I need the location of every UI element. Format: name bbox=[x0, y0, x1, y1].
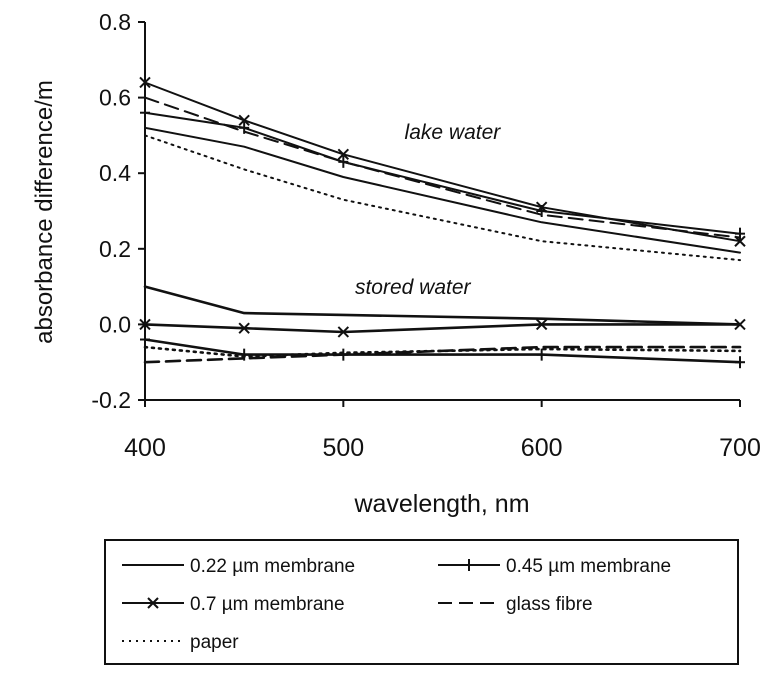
annotation-label: lake water bbox=[405, 121, 502, 144]
data-point-marker bbox=[735, 356, 745, 369]
y-tick-label: 0.8 bbox=[99, 9, 131, 35]
series-stored-water-7 bbox=[139, 318, 746, 338]
data-point-marker-stroke bbox=[238, 114, 250, 126]
legend-item: paper bbox=[122, 632, 239, 653]
series-line bbox=[143, 323, 742, 334]
legend-label: paper bbox=[190, 632, 239, 653]
series-line bbox=[144, 126, 741, 254]
series-stored-water-8 bbox=[143, 345, 742, 364]
series-layer bbox=[139, 76, 746, 369]
series-line bbox=[144, 134, 741, 262]
series-stored-water-9 bbox=[143, 345, 742, 358]
tick-layer: 0.8 0.6 0.4 0.2 0.0 -0.2 400 500 600 700 bbox=[91, 9, 761, 462]
legend-items: 0.22 µm membrane 0.45 µm membrane 0.7 µm m… bbox=[122, 556, 671, 653]
data-point-marker bbox=[734, 318, 746, 331]
series-line bbox=[143, 345, 742, 364]
data-point-marker bbox=[535, 318, 548, 331]
series-line bbox=[144, 81, 741, 243]
series-line bbox=[143, 285, 742, 326]
legend-item: 0.22 µm membrane bbox=[122, 556, 355, 577]
series-lake-water-3 bbox=[144, 96, 741, 239]
legend-label: glass fibre bbox=[506, 594, 593, 615]
series-lake-water-4 bbox=[144, 134, 741, 262]
legend-item: 0.7 µm membrane bbox=[122, 594, 345, 615]
y-tick-label: 0.0 bbox=[99, 311, 131, 337]
legend-marker bbox=[464, 559, 474, 571]
data-point-marker bbox=[238, 322, 250, 334]
legend-item: 0.45 µm membrane bbox=[438, 556, 671, 577]
y-tick-label: 0.6 bbox=[99, 85, 131, 111]
y-tick-label: 0.2 bbox=[99, 236, 131, 262]
legend-marker bbox=[147, 597, 159, 609]
legend-label: 0.22 µm membrane bbox=[190, 556, 355, 577]
data-point-marker-stroke bbox=[337, 148, 350, 161]
legend-box bbox=[104, 539, 739, 665]
x-tick-label: 400 bbox=[124, 434, 166, 462]
data-point-marker bbox=[337, 326, 350, 338]
data-point-marker bbox=[337, 148, 350, 161]
annotation-layer: lake water stored water bbox=[355, 121, 501, 299]
legend-item: glass fibre bbox=[438, 594, 593, 615]
series-stored-water-5 bbox=[143, 285, 742, 326]
x-tick-label: 700 bbox=[719, 434, 761, 462]
data-point-marker bbox=[238, 114, 250, 126]
data-point-marker-stroke bbox=[734, 318, 746, 331]
legend-label: 0.45 µm membrane bbox=[506, 556, 671, 577]
data-point-marker-stroke bbox=[238, 322, 250, 334]
data-point-marker-stroke bbox=[337, 326, 350, 338]
x-tick-label: 600 bbox=[521, 434, 563, 462]
annotation-label: stored water bbox=[355, 276, 472, 299]
axes bbox=[144, 22, 740, 401]
legend-label: 0.7 µm membrane bbox=[190, 594, 345, 615]
y-tick-label: 0.4 bbox=[99, 160, 131, 186]
legend-marker-stroke bbox=[147, 597, 159, 609]
y-axis-label: absorbance difference/m bbox=[31, 80, 58, 344]
x-tick-label: 500 bbox=[322, 434, 364, 462]
series-line bbox=[144, 96, 741, 239]
y-tick-label: -0.2 bbox=[91, 387, 131, 413]
series-line bbox=[143, 345, 742, 358]
data-point-marker bbox=[535, 201, 548, 213]
data-point-marker-stroke bbox=[734, 235, 746, 247]
data-point-marker-stroke bbox=[535, 318, 548, 331]
series-lake-water-0 bbox=[144, 126, 741, 254]
legend: 0.22 µm membrane 0.45 µm membrane 0.7 µm m… bbox=[104, 539, 739, 665]
x-axis-label: wavelength, nm bbox=[353, 490, 529, 518]
data-point-marker bbox=[536, 348, 547, 361]
data-point-marker-stroke bbox=[535, 201, 548, 213]
